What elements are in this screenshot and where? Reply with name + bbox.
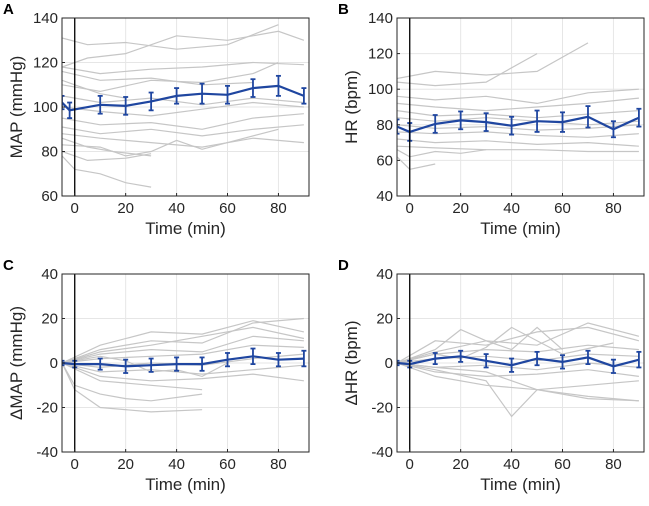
x-tick-label: 20 — [452, 200, 469, 217]
x-axis-label: Time (min) — [480, 475, 561, 494]
mean-line — [397, 115, 640, 134]
axes-box — [396, 17, 645, 197]
individual-line-3 — [62, 326, 305, 364]
x-tick-label: 20 — [452, 456, 469, 473]
x-tick-label: 20 — [117, 456, 134, 473]
individual-line-9 — [397, 362, 639, 418]
y-tick-label: 100 — [368, 81, 393, 98]
y-tick-label: 80 — [41, 144, 58, 161]
x-tick-label: 40 — [503, 200, 520, 217]
x-tick-label: 40 — [168, 456, 185, 473]
y-tick-label: 140 — [33, 10, 58, 27]
y-tick-label: 60 — [41, 188, 58, 205]
x-tick-label: 0 — [406, 456, 414, 473]
individual-line-8 — [62, 101, 304, 117]
individual-line-11 — [62, 133, 304, 148]
y-tick-label: 120 — [368, 46, 393, 63]
panel-a: 0 20 40 60 80 60 80 100 120 140 Time (min) MAP (mmH… — [3, 1, 310, 238]
x-tick-label: 80 — [270, 200, 287, 217]
individual-line-2 — [397, 53, 538, 87]
individual-line-3 — [397, 322, 640, 364]
x-tick-label: 40 — [503, 456, 520, 473]
x-tick-label: 0 — [71, 200, 79, 217]
panel-a-data — [62, 24, 307, 188]
y-axis-label: MAP (mmHg) — [7, 56, 26, 159]
y-tick-label: 40 — [376, 266, 393, 283]
panel-label: A — [3, 1, 14, 18]
individual-line-8 — [397, 362, 639, 391]
x-axis-label: Time (min) — [145, 219, 226, 238]
panel-d-data — [397, 322, 642, 418]
individual-line-10 — [397, 145, 639, 153]
panel-c: 0 20 40 60 80 -40 -20 0 20 40 Time (min) ΔMAP (mmHg… — [3, 257, 310, 494]
y-tick-label: -20 — [36, 400, 58, 417]
x-tick-label: 60 — [219, 456, 236, 473]
panel-label: B — [338, 1, 349, 18]
panel-d: 0 20 40 60 80 -40 -20 0 20 40 Time (min) ΔHR (bpm) D — [338, 257, 645, 494]
x-tick-label: 20 — [117, 200, 134, 217]
x-tick-label: 0 — [406, 200, 414, 217]
individual-line-11 — [397, 149, 487, 158]
individual-line-10 — [397, 362, 639, 402]
individual-line-9 — [62, 362, 203, 402]
individual-line-9 — [397, 138, 639, 147]
individual-line-15 — [62, 155, 152, 188]
panel-b: 0 20 40 60 80 40 60 80 100 120 140 Time (min) HR (bp… — [338, 1, 645, 238]
individual-line-5 — [62, 344, 304, 364]
y-tick-label: 40 — [376, 188, 393, 205]
panel-c-data — [62, 317, 307, 413]
individual-line-7 — [62, 362, 304, 375]
individual-line-10 — [62, 362, 203, 413]
panel-b-data — [397, 42, 642, 170]
individual-line-4 — [62, 335, 304, 364]
individual-line-9 — [62, 113, 304, 130]
y-tick-label: 0 — [385, 355, 393, 372]
x-tick-label: 0 — [71, 456, 79, 473]
individual-line-8 — [62, 362, 304, 382]
panel-label: C — [3, 257, 14, 274]
y-tick-label: 20 — [376, 311, 393, 328]
x-tick-label: 60 — [554, 200, 571, 217]
y-axis-label: ΔHR (bpm) — [342, 320, 361, 405]
individual-line-3 — [62, 61, 304, 75]
x-tick-label: 40 — [168, 200, 185, 217]
individual-line-4 — [62, 70, 254, 86]
x-axis-label: Time (min) — [145, 475, 226, 494]
individual-line-2 — [397, 326, 640, 364]
individual-line-2 — [62, 30, 305, 68]
panel-label: D — [338, 257, 349, 274]
y-tick-label: 40 — [41, 266, 58, 283]
x-tick-label: 60 — [554, 456, 571, 473]
x-tick-label: 80 — [605, 456, 622, 473]
y-tick-label: 100 — [33, 99, 58, 116]
individual-line-1 — [62, 24, 279, 50]
individual-line-12 — [397, 156, 436, 170]
y-tick-label: 120 — [33, 55, 58, 72]
x-tick-label: 80 — [270, 456, 287, 473]
y-tick-label: -40 — [36, 444, 58, 461]
individual-line-5 — [62, 79, 126, 99]
y-tick-label: 20 — [41, 311, 58, 328]
individual-line-4 — [397, 97, 639, 112]
y-tick-label: 140 — [368, 10, 393, 27]
y-tick-label: -40 — [371, 444, 393, 461]
individual-line-13 — [62, 128, 279, 157]
y-tick-label: 0 — [50, 355, 58, 372]
individual-line-6 — [62, 61, 279, 93]
y-axis-label: HR (bpm) — [342, 70, 361, 144]
individual-line-2 — [62, 317, 304, 364]
x-tick-label: 60 — [219, 200, 236, 217]
x-axis-label: Time (min) — [480, 219, 561, 238]
y-tick-label: -20 — [371, 400, 393, 417]
y-axis-label: ΔMAP (mmHg) — [7, 306, 26, 420]
individual-line-1 — [397, 42, 589, 80]
individual-line-10 — [62, 124, 304, 137]
individual-line-7 — [397, 362, 639, 378]
individual-line-11 — [62, 362, 203, 391]
x-tick-label: 80 — [605, 200, 622, 217]
y-tick-label: 60 — [376, 152, 393, 169]
individual-line-3 — [397, 88, 639, 105]
y-tick-label: 80 — [376, 117, 393, 134]
